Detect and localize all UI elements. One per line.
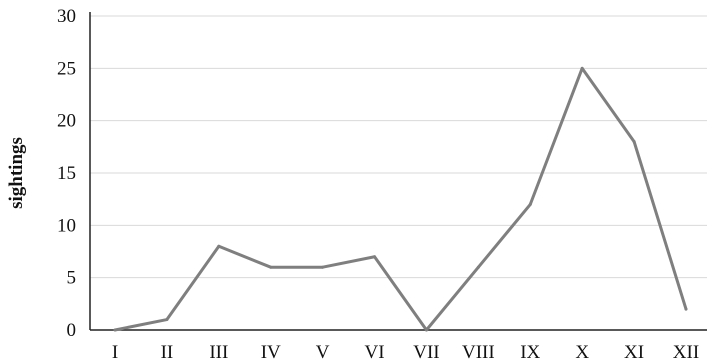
x-tick-label: III [209, 342, 228, 363]
x-tick-label: VII [413, 342, 439, 363]
y-tick-label: 0 [67, 320, 77, 341]
y-tick-label: 20 [57, 111, 76, 132]
data-point [165, 318, 169, 322]
x-tick-label: I [112, 342, 118, 363]
x-tick-label: IX [520, 342, 540, 363]
data-point [528, 202, 532, 206]
series-group [113, 66, 688, 332]
x-tick-labels: I II III IV V VI VII VIII IX X XI XII [112, 342, 699, 363]
y-tick-label: 30 [57, 6, 76, 27]
x-tick-label: X [575, 342, 589, 363]
x-tick-label: IV [261, 342, 281, 363]
data-point [684, 307, 688, 311]
data-point [113, 328, 117, 332]
x-tick-label: XII [673, 342, 699, 363]
data-point [217, 244, 221, 248]
y-tick-label: 25 [57, 58, 76, 79]
data-point [373, 255, 377, 259]
y-tick-labels: 0 5 10 15 20 25 30 [57, 6, 76, 341]
data-point [321, 265, 325, 269]
gridlines [90, 15, 707, 279]
y-tick-label: 10 [57, 215, 76, 236]
x-tick-label: V [316, 342, 330, 363]
x-tick-label: VIII [462, 342, 495, 363]
data-point [424, 328, 428, 332]
data-point [476, 265, 480, 269]
y-tick-label: 5 [67, 268, 77, 289]
y-tick-label: 15 [57, 163, 76, 184]
x-tick-label: VI [365, 342, 385, 363]
y-axis-title: sightings [6, 137, 27, 209]
data-point [269, 265, 273, 269]
data-point [632, 140, 636, 144]
x-tick-label: XI [624, 342, 644, 363]
data-point [580, 66, 584, 70]
x-tick-label: II [161, 342, 174, 363]
series-line [113, 66, 688, 332]
